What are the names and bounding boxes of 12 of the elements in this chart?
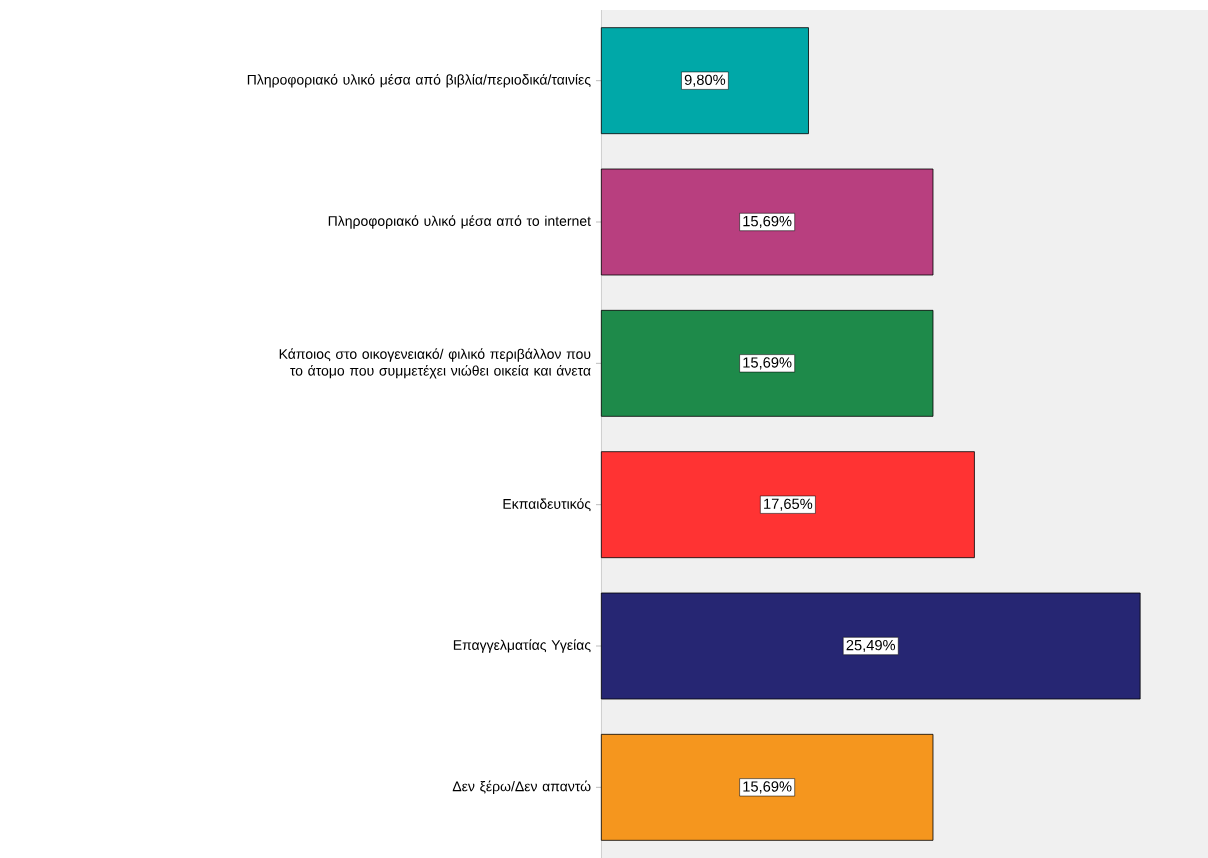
data-label: 17,65% [764,498,813,511]
y-tick-label: Δεν ξέρω/Δεν απαντώ [452,780,591,795]
data-label: 15,69% [743,357,792,370]
y-tick-label: Εκπαιδευτικός [503,498,591,512]
data-label: 15,69% [743,215,792,229]
y-tick-label: Πληροφοριακό υλικό μέσα από βιβλία/περιοδικά/ταινίες [247,73,591,88]
y-tick-label: Πληροφοριακό υλικό μέσα από το internet [328,215,591,229]
data-label: 15,69% [743,781,792,794]
y-tick-label: Κάποιος στο οικογενειακό/ φιλικό περιβάλλον που το άτομο που συμμετέχει νιώθει οικεία και άνετα [279,348,591,379]
y-tick-label: Επαγγελματίας Υγείας [453,639,591,653]
data-label: 25,49% [846,639,896,653]
data-label: 9,80% [684,74,726,87]
